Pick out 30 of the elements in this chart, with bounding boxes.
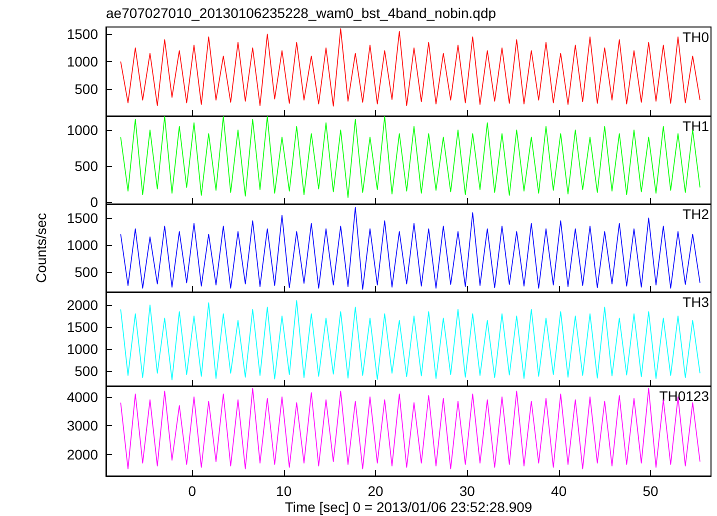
x-tick-label: 20 <box>368 483 384 499</box>
y-tick-label: 500 <box>74 264 98 280</box>
x-tick-label: 40 <box>551 483 567 499</box>
x-tick-label: 10 <box>276 483 292 499</box>
annotation: TH3 <box>682 294 710 310</box>
y-tick-label: 1500 <box>66 26 98 42</box>
y-tick-label: 1500 <box>66 210 98 226</box>
annotation: TH0 <box>682 29 710 45</box>
x-tick-label: 30 <box>459 483 476 499</box>
y-tick-label: 0 <box>90 194 98 210</box>
y-tick-label: 2000 <box>66 446 98 462</box>
x-tick-label: 0 <box>188 483 196 499</box>
y-tick-label: 2000 <box>66 296 98 313</box>
x-tick-label: 50 <box>642 483 658 499</box>
annotation: TH1 <box>682 118 710 134</box>
y-tick-label: 500 <box>74 158 98 174</box>
y-tick-label: 3000 <box>66 418 98 434</box>
annotation: TH0123 <box>659 388 710 404</box>
chart-title: ae707027010_20130106235228_wam0_bst_4band_nobin.qdp <box>106 5 496 21</box>
y-tick-label: 500 <box>74 81 98 98</box>
y-tick-label: 500 <box>74 363 98 380</box>
y-tick-label: 1000 <box>66 54 98 70</box>
x-axis-title: Time [sec] 0 = 2013/01/06 23:52:28.909 <box>284 499 532 515</box>
y-axis-title: Counts/sec <box>33 212 49 284</box>
y-tick-label: 1000 <box>66 341 98 358</box>
y-tick-label: 1000 <box>66 237 98 254</box>
annotation: TH2 <box>682 206 710 222</box>
y-tick-label: 1000 <box>66 122 98 138</box>
y-tick-label: 1500 <box>66 319 98 335</box>
y-tick-label: 4000 <box>66 388 98 405</box>
